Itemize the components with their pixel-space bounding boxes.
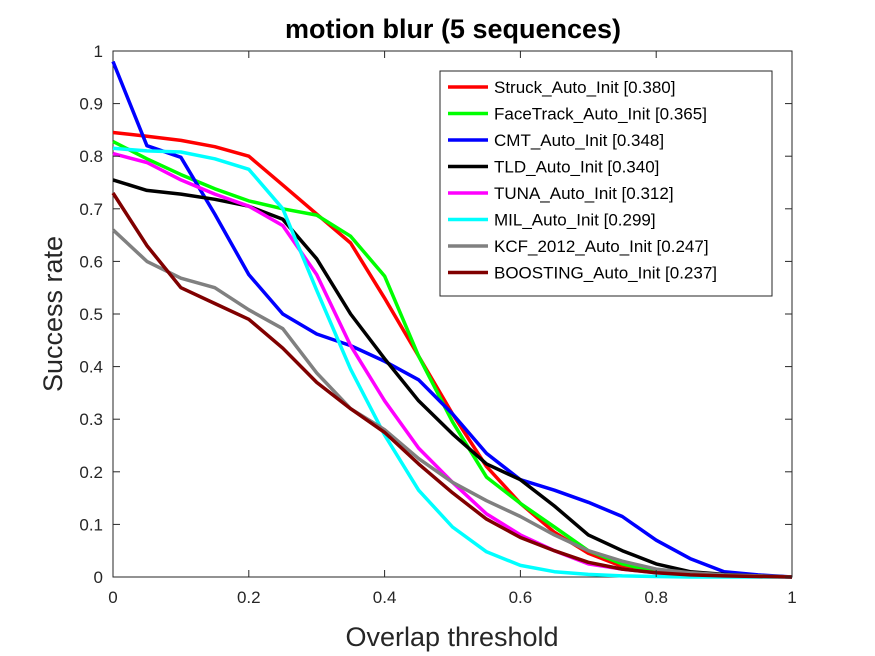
legend-label-3: CMT_Auto_Init [0.348] — [494, 131, 664, 150]
series-layer — [111, 60, 793, 579]
y-tick-label: 0.3 — [79, 410, 103, 429]
series-line-4 — [112, 178, 793, 579]
legend-label-4: TLD_Auto_Init [0.340] — [494, 158, 659, 177]
series-line-3 — [111, 60, 793, 579]
x-tick-label: 0 — [108, 588, 117, 607]
y-tick-label: 0.6 — [79, 252, 103, 271]
series-line-6 — [112, 146, 792, 579]
legend-label-8: BOOSTING_Auto_Init [0.237] — [494, 264, 717, 283]
legend-label-5: TUNA_Auto_Init [0.312] — [494, 184, 674, 203]
y-tick-label: 0.5 — [79, 305, 103, 324]
y-tick-label: 0.4 — [79, 358, 103, 377]
series-line-8 — [111, 192, 793, 579]
y-tick-label: 0.2 — [79, 463, 103, 482]
x-tick-label: 1 — [787, 588, 796, 607]
legend-label-1: Struck_Auto_Init [0.380] — [494, 78, 675, 97]
y-tick-label: 0.7 — [79, 200, 103, 219]
legend-label-2: FaceTrack_Auto_Init [0.365] — [494, 105, 707, 124]
legend-label-6: MIL_Auto_Init [0.299] — [494, 211, 656, 230]
chart-title: motion blur (5 sequences) — [285, 14, 621, 44]
x-tick-label: 0.4 — [373, 588, 397, 607]
y-tick-label: 0.1 — [79, 515, 103, 534]
y-axis-label: Success rate — [38, 236, 68, 392]
legend: Struck_Auto_Init [0.380] FaceTrack_Auto_I… — [439, 70, 773, 297]
y-tick-label: 0.8 — [79, 147, 103, 166]
x-tick-label: 0.2 — [237, 588, 261, 607]
y-tick-label: 1 — [94, 42, 103, 61]
legend-label-7: KCF_2012_Auto_Init [0.247] — [494, 237, 709, 256]
x-tick-label: 0.6 — [509, 588, 533, 607]
ticks-layer: 0 0.2 0.4 0.6 0.8 1 0 0.1 0.2 0.3 0.4 0.5 0.6 0.7 0.8 0… — [79, 42, 796, 607]
series-line-7 — [111, 228, 793, 579]
x-tick-label: 0.8 — [644, 588, 668, 607]
x-axis-label: Overlap threshold — [345, 622, 558, 652]
legend-box — [439, 70, 773, 297]
y-tick-label: 0 — [94, 568, 103, 587]
y-tick-label: 0.9 — [79, 95, 103, 114]
